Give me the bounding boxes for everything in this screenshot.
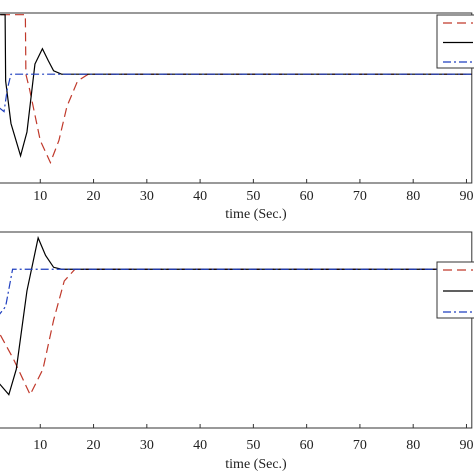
data-line: [0, 235, 472, 396]
x-tick-label: 90: [459, 438, 473, 453]
data-line: [0, 268, 472, 397]
x-tick-label: 60: [300, 438, 314, 453]
x-tick-label: 50: [246, 189, 260, 204]
x-tick-label: 40: [193, 189, 207, 204]
x-tick-label: 50: [246, 438, 260, 453]
x-tick-label: 70: [353, 438, 367, 453]
data-line: [0, 73, 472, 113]
x-tick-label: 40: [193, 438, 207, 453]
legend-box: [436, 261, 474, 319]
legend-box: [436, 14, 474, 69]
x-tick-label: 20: [87, 438, 101, 453]
x-tick-label: 10: [33, 189, 47, 204]
x-axis-label: time (Sec.): [225, 457, 287, 472]
plot-frame: [0, 231, 473, 429]
plot-frame: [0, 12, 473, 184]
x-tick-label: 80: [406, 189, 420, 204]
x-tick-label: 90: [459, 189, 473, 204]
data-line: [0, 268, 472, 315]
x-tick-label: 70: [353, 189, 367, 204]
x-axis-label: time (Sec.): [225, 207, 287, 222]
x-tick-label: 30: [140, 438, 154, 453]
x-tick-label: 80: [406, 438, 420, 453]
x-tick-label: 30: [140, 189, 154, 204]
x-tick-label: 60: [300, 189, 314, 204]
data-line: [0, 14, 472, 165]
data-line: [0, 14, 472, 159]
x-tick-label: 20: [87, 189, 101, 204]
x-tick-label: 10: [33, 438, 47, 453]
